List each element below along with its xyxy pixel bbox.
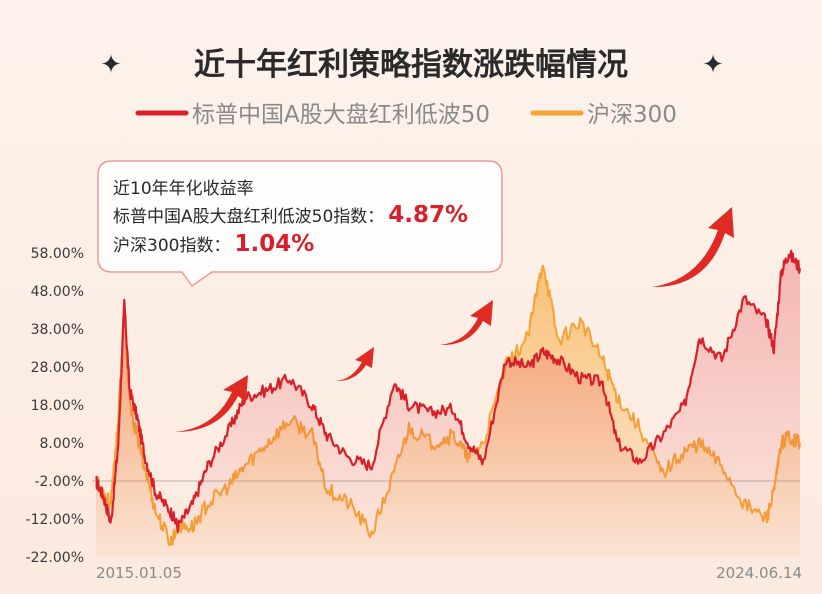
annotation-line-3: 沪深300指数： 1.04%	[113, 231, 314, 257]
y-tick-label-6: -2.00%	[34, 474, 84, 490]
series-area-1	[96, 250, 800, 557]
trend-arrow-3	[440, 300, 493, 346]
annotation-line-1: 近10年年化收益率	[113, 179, 254, 199]
x-axis-end-label: 2024.06.14	[716, 564, 802, 582]
y-tick-label-5: 8.00%	[40, 436, 84, 452]
y-tick-label-2: 38.00%	[31, 322, 84, 338]
annotation-line-2: 标普中国A股大盘红利低波50指数： 4.87%	[113, 202, 468, 228]
legend-label-series-1: 标普中国A股大盘红利低波50	[192, 102, 490, 128]
title-star-right: ✦	[702, 50, 724, 80]
annotation-box: 近10年年化收益率 标普中国A股大盘红利低波50指数： 4.87% 沪深300指数…	[97, 160, 503, 288]
series-line-1	[95, 249, 802, 533]
title-text: 近十年红利策略指数涨跌幅情况	[194, 47, 628, 83]
y-tick-label-0: 58.00%	[31, 246, 84, 262]
title-star-left: ✦	[100, 50, 122, 80]
annotation-line-2-value: 4.87%	[388, 202, 468, 228]
trend-arrow-1	[175, 375, 248, 432]
legend-label-series-2: 沪深300	[587, 102, 677, 128]
y-tick-label-8: -22.00%	[26, 550, 84, 566]
annotation-line-3-value: 1.04%	[234, 231, 314, 257]
y-axis: 58.00% 48.00% 38.00% 28.00% 18.00% 8.00% -2.00…	[26, 246, 84, 566]
y-tick-label-7: -12.00%	[26, 512, 84, 528]
x-axis-start-label: 2015.01.05	[96, 564, 182, 582]
chart-title: ✦ 近十年红利策略指数涨跌幅情况 ✦	[100, 47, 724, 83]
trend-arrows	[175, 207, 734, 432]
y-tick-label-4: 18.00%	[31, 398, 84, 414]
trend-arrow-4	[652, 207, 734, 288]
trend-arrow-2	[335, 347, 374, 382]
annotation-line-2-label: 标普中国A股大盘红利低波50指数：	[113, 207, 384, 227]
y-tick-label-1: 48.00%	[31, 284, 84, 300]
annotation-line-3-label: 沪深300指数：	[113, 236, 230, 256]
legend: 标普中国A股大盘红利低波50 沪深300	[135, 102, 677, 128]
y-tick-label-3: 28.00%	[31, 360, 84, 376]
annotation-callout	[97, 160, 503, 288]
series-layer	[95, 249, 802, 557]
